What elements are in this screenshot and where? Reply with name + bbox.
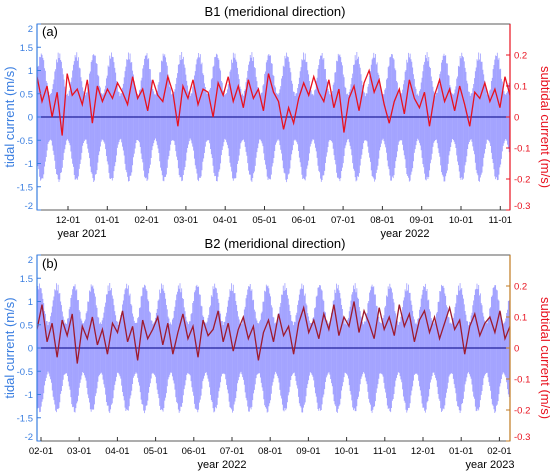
left-ticks-b2: -2 -1.5 -1 -0.5 0 0.5 1 1.5 2: [17, 254, 41, 443]
left-tick-label: -0.5: [17, 136, 33, 147]
right-tick-label: 0.1: [514, 313, 527, 324]
left-tick-label: 0: [28, 113, 33, 124]
left-tick-label: 0.5: [20, 320, 33, 331]
x-ticks-b1: 12-01 01-01 02-01 03-01 04-01 05-01 06-01 07-01…: [56, 206, 512, 226]
right-tick-label: -0.2: [514, 406, 530, 417]
x-tick-label: 09-01: [410, 215, 434, 226]
panel-b1: -2 -1.5 -1 -0.5 0 0.5 1 1.5 2 -0.3 -0.2 -0.1 0 0.1 0.…: [2, 4, 550, 240]
left-tick-label: -1.5: [17, 413, 33, 424]
left-tick-label: 2: [28, 255, 33, 266]
left-tick-label: -2: [25, 201, 33, 212]
right-tick-label: -0.3: [514, 432, 530, 443]
right-tick-label: -0.2: [514, 175, 530, 186]
x-tick-label: 02-01: [29, 446, 53, 457]
left-tick-label: -1: [25, 159, 33, 170]
x-tick-label: 06-01: [292, 215, 316, 226]
left-axis-label-b1: tidal current (m/s): [2, 66, 17, 167]
left-tick-label: 1.5: [20, 274, 33, 285]
left-tick-label: -2: [25, 432, 33, 443]
right-ticks-b1: -0.3 -0.2 -0.1 0 0.1 0.2: [506, 51, 530, 212]
x-tick-label: 03-01: [67, 446, 91, 457]
x-tick-label: 11-01: [373, 446, 397, 457]
x-tick-label: 05-01: [143, 446, 167, 457]
right-tick-label: 0.2: [514, 51, 527, 62]
year-label-2021: year 2021: [58, 228, 107, 240]
right-tick-label: 0.2: [514, 282, 527, 293]
year-label-2023: year 2023: [466, 459, 515, 471]
right-tick-label: -0.1: [514, 144, 530, 155]
right-tick-label: 0: [514, 113, 519, 124]
right-tick-label: 0: [514, 344, 519, 355]
left-tick-label: 0.5: [20, 89, 33, 100]
x-tick-label: 10-01: [449, 215, 473, 226]
x-tick-label: 08-01: [370, 215, 394, 226]
left-tick-label: 1.5: [20, 43, 33, 54]
right-ticks-b2: -0.3 -0.2 -0.1 0 0.1 0.2: [506, 282, 530, 443]
left-ticks-b1: -2 -1.5 -1 -0.5 0 0.5 1 1.5 2: [17, 23, 41, 212]
x-tick-label: 09-01: [296, 446, 320, 457]
left-axis-label-b2: tidal current (m/s): [2, 297, 17, 398]
x-tick-label: 05-01: [252, 215, 276, 226]
chart-title-b2: B2 (meridional direction): [205, 236, 346, 251]
x-tick-label: 04-01: [105, 446, 129, 457]
right-tick-label: -0.3: [514, 201, 530, 212]
right-axis-label-b1: subtidal current (m/s): [538, 66, 550, 188]
x-tick-label: 11-01: [489, 215, 513, 226]
chart-title-b1: B1 (meridional direction): [205, 4, 346, 19]
x-tick-label: 01-01: [95, 215, 119, 226]
x-tick-label: 02-01: [487, 446, 511, 457]
left-tick-label: -0.5: [17, 367, 33, 378]
x-tick-label: 03-01: [174, 215, 198, 226]
left-tick-label: 1: [28, 66, 33, 77]
left-tick-label: -1.5: [17, 182, 33, 193]
x-tick-label: 02-01: [134, 215, 158, 226]
x-tick-label: 10-01: [334, 446, 358, 457]
left-tick-label: 2: [28, 24, 33, 35]
subtidal-series-b2: [37, 301, 510, 364]
x-tick-label: 01-01: [449, 446, 473, 457]
x-tick-label: 06-01: [182, 446, 206, 457]
x-tick-label: 07-01: [220, 446, 244, 457]
x-tick-label: 12-01: [56, 215, 80, 226]
subtidal-series-b1: [37, 68, 510, 136]
left-tick-label: -1: [25, 390, 33, 401]
panel-label-a: (a): [42, 24, 58, 39]
x-ticks-b2: 02-01 03-01 04-01 05-01 06-01 07-01 08-01 09-01…: [29, 437, 512, 457]
right-tick-label: -0.1: [514, 375, 530, 386]
x-tick-label: 07-01: [331, 215, 355, 226]
year-label-2022-b2: year 2022: [198, 459, 247, 471]
left-tick-label: 0: [28, 344, 33, 355]
x-tick-label: 12-01: [411, 446, 435, 457]
left-tick-label: 1: [28, 297, 33, 308]
panel-b2: -2 -1.5 -1 -0.5 0 0.5 1 1.5 2 -0.3 -0.2 -0.1 0 0.1 0.…: [2, 236, 550, 471]
panel-label-b: (b): [42, 256, 58, 271]
year-label-2022-b1: year 2022: [381, 228, 430, 240]
x-tick-label: 08-01: [258, 446, 282, 457]
right-axis-label-b2: subtidal current (m/s): [538, 297, 550, 419]
right-tick-label: 0.1: [514, 82, 527, 93]
x-tick-label: 04-01: [213, 215, 237, 226]
